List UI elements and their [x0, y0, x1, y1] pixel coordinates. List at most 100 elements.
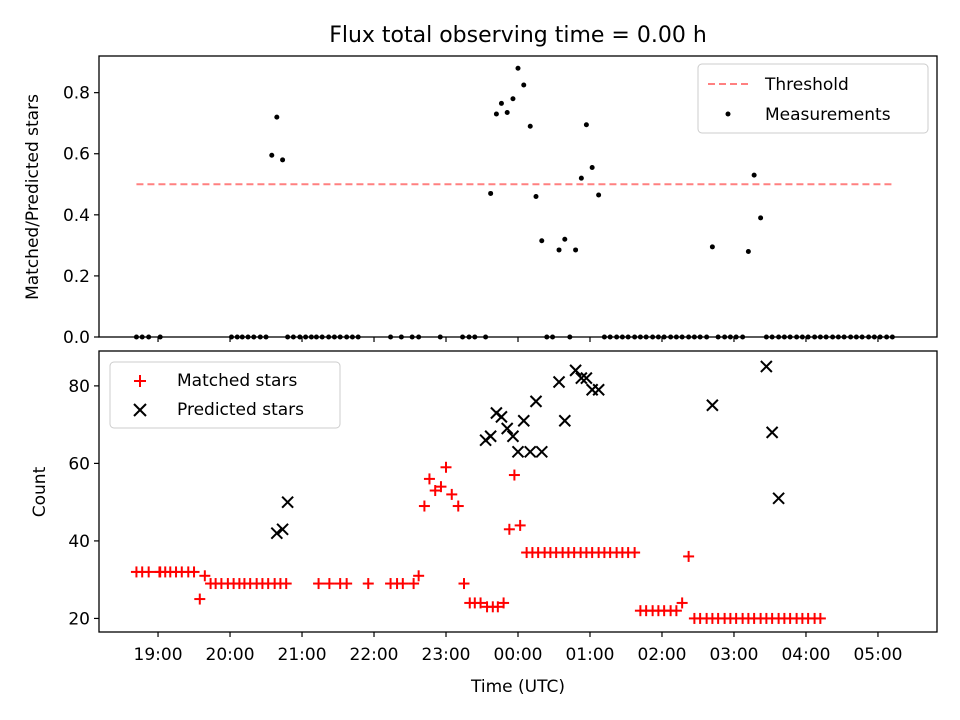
measurement-point [763, 334, 769, 340]
measurement-point [805, 334, 811, 340]
count-x-ticks: 19:00 20:00 21:00 22:00 23:00 00:00 01:00 02:00… [134, 632, 902, 665]
matched-star-point [492, 601, 504, 613]
predicted-star-point [535, 445, 548, 458]
predicted-star-point [524, 445, 537, 458]
measurement-point [776, 334, 782, 340]
measurement-point [871, 334, 877, 340]
measurement-point [527, 123, 533, 129]
measurement-point [331, 334, 337, 340]
predicted-star-point [270, 526, 284, 540]
predicted-star-point [517, 414, 530, 427]
matched-star-point [280, 578, 292, 590]
x-tick-label: 21:00 [278, 645, 327, 665]
measurement-point [733, 334, 739, 340]
measurement-point [859, 334, 865, 340]
predicted-star-points [270, 360, 785, 540]
measurement-point [285, 334, 291, 340]
measurement-point [344, 334, 350, 340]
measurement-point [483, 334, 489, 340]
x-tick-label: 19:00 [134, 645, 183, 665]
ratio-y-ticks: 0.0 0.2 0.4 0.6 0.8 [63, 84, 99, 348]
measurement-point [539, 238, 545, 244]
matched-star-point [676, 597, 688, 609]
measurement-point [556, 247, 562, 253]
matched-star-point [397, 578, 409, 590]
matched-star-point [814, 612, 826, 624]
matched-star-point [503, 523, 515, 535]
y-tick-label: 40 [68, 532, 90, 552]
measurement-point [504, 110, 510, 116]
measurement-point [550, 334, 556, 340]
measurement-point [787, 334, 793, 340]
x-tick-label: 03:00 [709, 645, 758, 665]
measurement-point [643, 334, 649, 340]
predicted-star-point [506, 430, 520, 443]
matched-star-point [188, 566, 200, 578]
matched-star-point [629, 547, 641, 559]
measurement-point [889, 334, 895, 340]
predicted-star-point [495, 410, 508, 424]
predicted-star-point [552, 375, 566, 389]
measurement-point [625, 334, 631, 340]
measurement-point [488, 190, 494, 196]
measurement-point [781, 334, 787, 340]
matched-star-point [143, 566, 155, 578]
measurement-point [157, 334, 163, 340]
y-tick-label: 0.4 [63, 206, 90, 226]
predicted-star-point [276, 523, 289, 536]
measurements-legend-label: Measurements [765, 105, 891, 125]
measurement-point [319, 334, 325, 340]
x-tick-label: 02:00 [637, 645, 686, 665]
measurement-point [228, 334, 234, 340]
measurement-point [614, 334, 620, 340]
measurement-point [583, 122, 589, 128]
matched-star-points [130, 461, 826, 624]
predicted-star-point [484, 430, 497, 443]
x-tick-label: 05:00 [853, 645, 902, 665]
count-y-axis-label: Count [30, 466, 50, 517]
threshold-legend-label: Threshold [764, 75, 849, 95]
y-tick-label: 80 [68, 377, 90, 397]
measurement-point [596, 192, 602, 198]
measurement-point [745, 248, 751, 254]
predicted-star-point [500, 422, 514, 435]
matched-star-point [452, 500, 464, 512]
measurement-point [715, 334, 721, 340]
measurement-point [848, 334, 854, 340]
measurement-point [866, 334, 872, 340]
matched-star-point [323, 578, 335, 590]
measurement-point [686, 334, 692, 340]
measurement-point [544, 334, 550, 340]
measurement-point [573, 247, 579, 253]
measurement-point [251, 334, 257, 340]
matched-star-point [670, 605, 682, 617]
measurement-point [661, 334, 667, 340]
measurement-point [884, 334, 890, 340]
measurement-point [853, 334, 859, 340]
measurement-point [562, 236, 568, 242]
measurement-point [758, 215, 764, 221]
measurement-point [234, 334, 240, 340]
x-axis-label: Time (UTC) [470, 677, 565, 697]
predicted-star-point [772, 492, 785, 505]
measurement-point [709, 244, 715, 250]
measurement-point [263, 334, 269, 340]
measurement-point [308, 334, 314, 340]
matched-star-point [435, 481, 447, 493]
measurement-point [533, 194, 539, 199]
measurement-point [139, 334, 145, 340]
measurement-point [472, 334, 478, 340]
measurement-point [269, 152, 275, 158]
matched-legend-swatch [134, 375, 146, 387]
matched-star-point [514, 519, 526, 531]
predicted-star-point [529, 395, 543, 408]
count-y-ticks: 20 40 60 80 [68, 377, 99, 629]
y-tick-label: 0.2 [63, 267, 90, 287]
x-tick-label: 20:00 [206, 645, 255, 665]
measurement-point [578, 175, 584, 181]
matched-star-point [440, 461, 452, 473]
count-legend-box [109, 361, 341, 429]
matched-star-point [418, 500, 430, 512]
measurement-point [437, 334, 443, 340]
